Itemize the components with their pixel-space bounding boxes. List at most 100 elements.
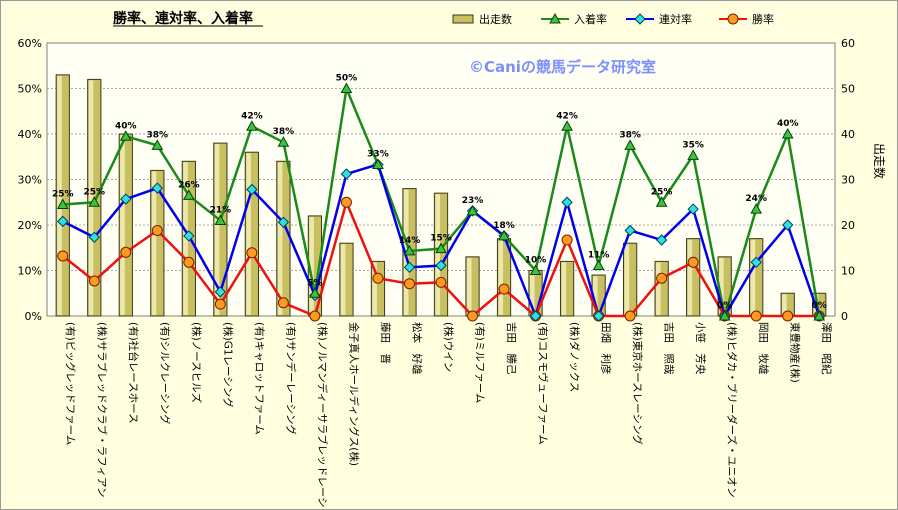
- data-label: 38%: [619, 130, 641, 140]
- series-point: [687, 203, 699, 215]
- data-label: 50%: [336, 74, 358, 84]
- series-point: [624, 224, 636, 237]
- series-point: [88, 231, 100, 243]
- data-label: 38%: [273, 127, 295, 137]
- category-label: 吉田 照哉: [663, 322, 676, 375]
- data-label: 10%: [525, 256, 547, 266]
- series-point: [750, 203, 763, 214]
- series-point: [466, 204, 479, 216]
- category-label: (有)ミルファーム: [474, 322, 487, 403]
- category-label: 田畑 利彦: [600, 322, 613, 375]
- y-right-tick-label: 60: [841, 37, 855, 50]
- bar-highlight: [687, 239, 693, 315]
- category-label: 藤田 晋: [379, 322, 391, 364]
- series-point: [813, 309, 826, 321]
- data-label: 5%: [307, 278, 322, 288]
- series-point: [372, 272, 384, 284]
- bar-highlight: [561, 262, 567, 315]
- bar-highlight: [214, 144, 220, 315]
- data-label: 25%: [52, 190, 74, 200]
- data-label: 21%: [210, 205, 232, 215]
- data-label: 11%: [588, 250, 610, 260]
- series-point: [750, 310, 762, 322]
- data-label: 25%: [651, 187, 673, 197]
- category-label: (有)サンデーレーシング: [284, 322, 297, 435]
- y-left-tick-label: 40%: [18, 128, 42, 141]
- data-label: 23%: [462, 196, 484, 206]
- legend-marker: [634, 13, 646, 25]
- bar-highlight: [57, 75, 62, 315]
- series-point: [592, 310, 605, 322]
- series-point: [403, 261, 416, 274]
- y-right-tick-label: 0: [841, 310, 848, 323]
- data-label: 26%: [178, 180, 200, 190]
- y-right-tick-label: 40: [841, 128, 855, 141]
- series-point: [781, 127, 794, 139]
- data-label: 40%: [777, 119, 799, 129]
- y-left-tick-label: 10%: [18, 265, 42, 278]
- series-point: [687, 256, 699, 268]
- series-point: [88, 275, 100, 287]
- category-label: (有)キャロットファーム: [253, 322, 266, 435]
- series-point: [592, 259, 605, 270]
- category-label: 吉田 勝己: [505, 322, 518, 375]
- series-point: [340, 82, 353, 93]
- category-label: 松本 好雄: [410, 322, 423, 375]
- series-point: [246, 120, 258, 131]
- bar-highlight: [466, 257, 472, 315]
- bar-highlight: [151, 171, 157, 315]
- series-point: [529, 310, 542, 322]
- category-label: 岡田 牧雄: [757, 322, 770, 375]
- series-point: [750, 256, 762, 269]
- series-point: [182, 189, 195, 200]
- series-point: [120, 193, 132, 205]
- series-point: [88, 196, 101, 207]
- data-label: 42%: [241, 111, 263, 121]
- series-point: [151, 182, 164, 194]
- y-right-tick-label: 10: [841, 265, 855, 278]
- series-point: [561, 234, 573, 246]
- category-label: (株)ノースヒルズ: [190, 322, 203, 403]
- legend-label: 出走数: [479, 12, 512, 26]
- category-label: (株)サラブレッドクラブ・ラフィアン: [95, 322, 108, 498]
- bar-highlight: [183, 162, 188, 315]
- series-point: [435, 276, 447, 288]
- series-point: [624, 310, 636, 322]
- y-right-tick-label: 20: [841, 219, 855, 232]
- data-label: 38%: [147, 130, 169, 140]
- bar-highlight: [435, 194, 441, 315]
- series-point: [277, 297, 289, 309]
- y-left-tick-label: 50%: [18, 83, 42, 96]
- series-point: [403, 244, 416, 256]
- category-label: 小笹 芳央: [694, 322, 707, 375]
- legend-marker: [549, 12, 561, 24]
- data-label: 0%: [812, 301, 827, 311]
- series-point: [561, 196, 573, 208]
- chart-title: 勝率、連対率、入着率: [113, 10, 253, 27]
- series-point: [246, 247, 258, 259]
- data-label: 18%: [493, 221, 515, 231]
- series-point: [151, 224, 163, 236]
- category-label: (株)ダノックス: [568, 322, 581, 392]
- bar-highlight: [246, 153, 251, 315]
- y-left-tick-label: 20%: [18, 219, 42, 232]
- legend-label: 勝率: [752, 12, 774, 26]
- bar-highlight: [719, 257, 724, 315]
- series-point: [277, 216, 290, 228]
- legend-label: 入着率: [574, 12, 607, 26]
- legend-label: 連対率: [659, 12, 692, 26]
- series-point: [214, 298, 226, 310]
- bar-highlight: [277, 162, 283, 315]
- category-label: (株)ウイン: [442, 322, 455, 372]
- category-label: (有)コスモヴューファーム: [537, 322, 550, 445]
- series-point: [183, 256, 195, 268]
- category-label: (株)ノルマンディーサラブレッドレーシング: [316, 322, 329, 509]
- category-label: 東豊物産(株): [789, 322, 802, 383]
- category-label: (株)G1レーシング: [221, 322, 234, 408]
- bar-highlight: [309, 216, 314, 315]
- series-point: [56, 198, 69, 210]
- series-point: [561, 120, 573, 131]
- series-point: [57, 250, 69, 262]
